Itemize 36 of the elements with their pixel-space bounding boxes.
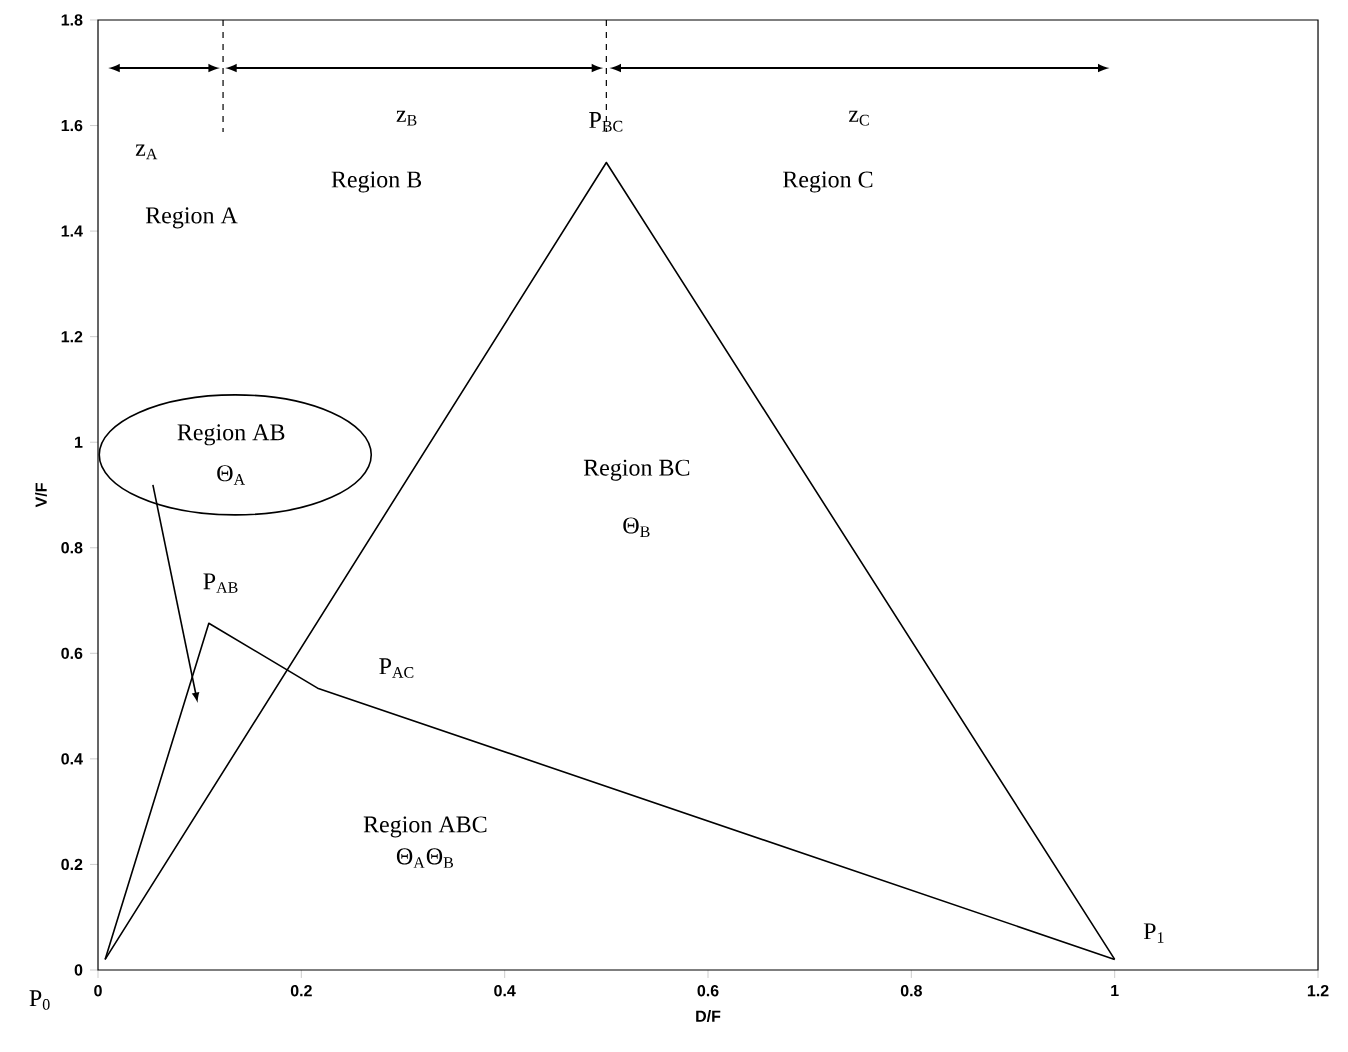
y-tick-label: 1.2 bbox=[61, 331, 83, 343]
y-tick-label: 1 bbox=[75, 436, 83, 448]
annotation: P$_{AC}$ bbox=[379, 658, 414, 678]
x-axis-title: D/F bbox=[696, 1010, 721, 1023]
y-tick-label: 0.2 bbox=[61, 858, 83, 871]
annotation: Region AB bbox=[177, 424, 285, 446]
annotation: Region B bbox=[331, 171, 422, 193]
annotation: Region BC bbox=[583, 459, 690, 481]
annotation: P$_{BC}$ bbox=[589, 112, 623, 132]
y-tick-label: 1.4 bbox=[61, 225, 83, 237]
x-tick-label: 0 bbox=[94, 985, 102, 997]
annotation: Θ$_{A}$Θ$_{B}$ bbox=[396, 848, 454, 868]
x-tick-label: 0.2 bbox=[290, 985, 312, 997]
annotation: Region C bbox=[783, 171, 873, 193]
annotation: Region A bbox=[145, 207, 238, 229]
y-tick-label: 0 bbox=[74, 964, 83, 976]
y-tick-label: 0.6 bbox=[61, 647, 83, 659]
annotation: z$_{A}$ bbox=[135, 144, 158, 160]
x-tick-label: 1 bbox=[1111, 985, 1119, 997]
annotation: Region ABC bbox=[363, 816, 487, 838]
annotation: Θ$_{B}$ bbox=[623, 517, 650, 537]
annotation: z$_{B}$ bbox=[396, 110, 417, 126]
annotation: P$_{1}$ bbox=[1143, 923, 1164, 943]
y-tick-label: 0.4 bbox=[61, 753, 83, 765]
x-tick-label: 1.2 bbox=[1307, 985, 1329, 997]
y-axis-title: V/F bbox=[35, 483, 47, 508]
y-tick-label: 1.8 bbox=[61, 14, 83, 26]
text: P$_{0}$ bbox=[29, 990, 50, 1010]
annotation: Θ$_{A}$ bbox=[217, 465, 246, 485]
y-tick-label: 1.6 bbox=[61, 119, 83, 132]
x-tick-label: 0.6 bbox=[697, 985, 719, 997]
annotation: z$_{C}$ bbox=[848, 110, 869, 126]
annotation: P$_{AB}$ bbox=[203, 573, 238, 593]
x-tick-label: 0.8 bbox=[900, 985, 922, 997]
x-tick-label: 0.4 bbox=[494, 985, 516, 997]
y-tick-label: 0.8 bbox=[61, 542, 83, 554]
